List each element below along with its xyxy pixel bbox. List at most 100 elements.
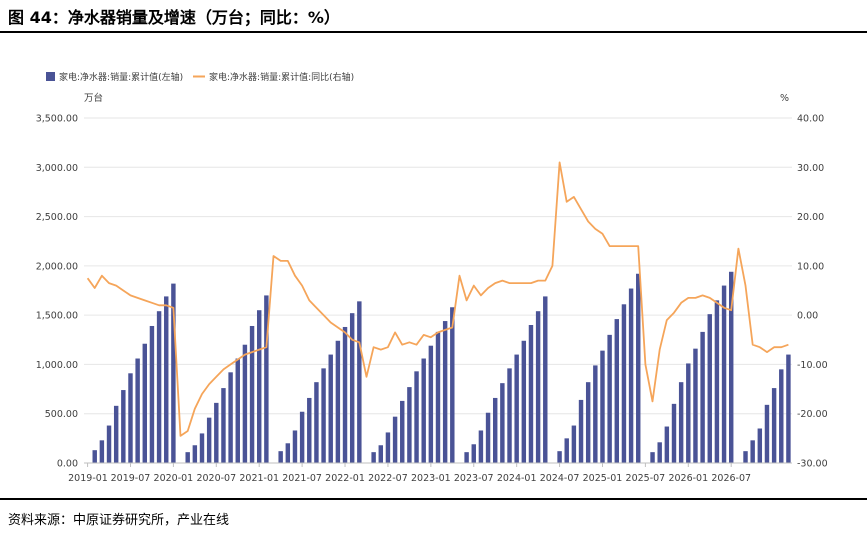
right-tick-label: 0.00 [797,311,818,322]
right-tick-label: -20.00 [797,409,828,420]
x-tick-label: 2026-01 [668,473,708,484]
bar [564,438,569,463]
x-tick-label: 2024-01 [497,473,537,484]
left-tick-label: 1,000.00 [36,360,78,371]
bar [543,296,548,463]
left-tick-label: 2,500.00 [36,212,78,223]
bar [671,403,677,463]
bar [636,273,641,463]
bar [614,319,620,463]
bar [442,321,448,463]
x-tick-label: 2025-01 [583,473,623,484]
x-tick-label: 2022-01 [325,473,365,484]
bar [185,452,190,463]
legend-bar-label: 家电:净水器:销量:累计值(左轴) [59,71,183,83]
x-tick-label: 2019-01 [68,473,108,484]
bar [171,283,176,463]
bar [507,368,512,463]
x-tick-label: 2024-07 [540,473,580,484]
x-tick-label: 2023-01 [411,473,451,484]
bar [471,444,476,463]
bar [764,404,770,463]
bar [721,285,727,463]
bar [164,296,169,463]
right-tick-label: 10.00 [797,261,824,272]
bar [707,314,712,463]
bar [128,373,133,463]
bar [521,340,527,463]
bar [771,388,777,463]
right-tick-label: 40.00 [797,114,824,125]
chart: 0.00 500.00 1,000.00 1,500.00 2,000.00 2,500.… [36,71,828,484]
title-rule [0,31,867,33]
bar [135,358,140,463]
bar [528,325,534,463]
bar [149,325,155,463]
bar [500,383,505,463]
left-tick-label: 2,000.00 [36,261,78,272]
right-tick-label: -10.00 [797,360,828,371]
bar [428,345,434,463]
x-tick-label: 2025-07 [626,473,666,484]
bar [514,354,519,463]
bar [593,365,598,463]
bar [92,450,97,463]
bar [349,313,355,463]
bar [228,372,233,463]
bar [221,388,226,463]
yoy-line [86,161,789,437]
bar [407,387,412,463]
bar [557,451,562,463]
bar [192,445,198,463]
bar [292,430,298,463]
bar [242,344,248,463]
left-tick-label: 0.00 [57,459,78,470]
bar [585,382,591,463]
grid [84,117,792,415]
bar [678,382,684,463]
bar [607,334,612,463]
bar [743,451,748,463]
right-axis-unit: % [780,93,789,104]
left-tick-label: 500.00 [45,409,78,420]
chart-title: 图 44：净水器销量及增速（万台；同比：%） [8,8,340,27]
bar [628,288,634,463]
left-tick-label: 1,500.00 [36,311,78,322]
bar [728,271,734,463]
source-note: 资料来源：中原证券研究所，产业在线 [8,513,230,528]
bar [664,426,670,463]
bar [285,443,291,463]
bar [378,445,384,463]
source-rule [0,498,867,500]
x-tick-label: 2019-07 [111,473,151,484]
bar [314,382,319,463]
x-tick-label: 2022-07 [368,473,408,484]
bar [249,325,255,463]
bar [757,428,763,463]
bar [264,295,269,463]
bar [328,354,333,463]
x-tick-label: 2020-07 [196,473,236,484]
x-tick-label: 2020-01 [154,473,194,484]
bar [485,412,491,463]
bar [414,371,419,463]
bar [786,354,791,463]
bar [235,358,240,463]
bar [693,348,698,463]
bar [657,442,662,463]
bar [342,326,348,463]
bar [321,368,326,463]
bar [578,399,584,463]
x-tick-label: 2023-07 [454,473,494,484]
bar-series [92,271,791,463]
axes: 0.00 500.00 1,000.00 1,500.00 2,000.00 2,500.… [36,92,828,484]
legend[interactable]: 家电:净水器:销量:累计值(左轴) 家电:净水器:销量:累计值:同比(右轴) [46,71,354,83]
bar [113,405,119,463]
bar [478,430,484,463]
left-tick-label: 3,000.00 [36,163,78,174]
x-tick-label: 2021-07 [282,473,322,484]
bar [686,363,691,463]
bar [571,425,577,463]
right-tick-label: -30.00 [797,459,828,470]
line-series [86,161,789,437]
